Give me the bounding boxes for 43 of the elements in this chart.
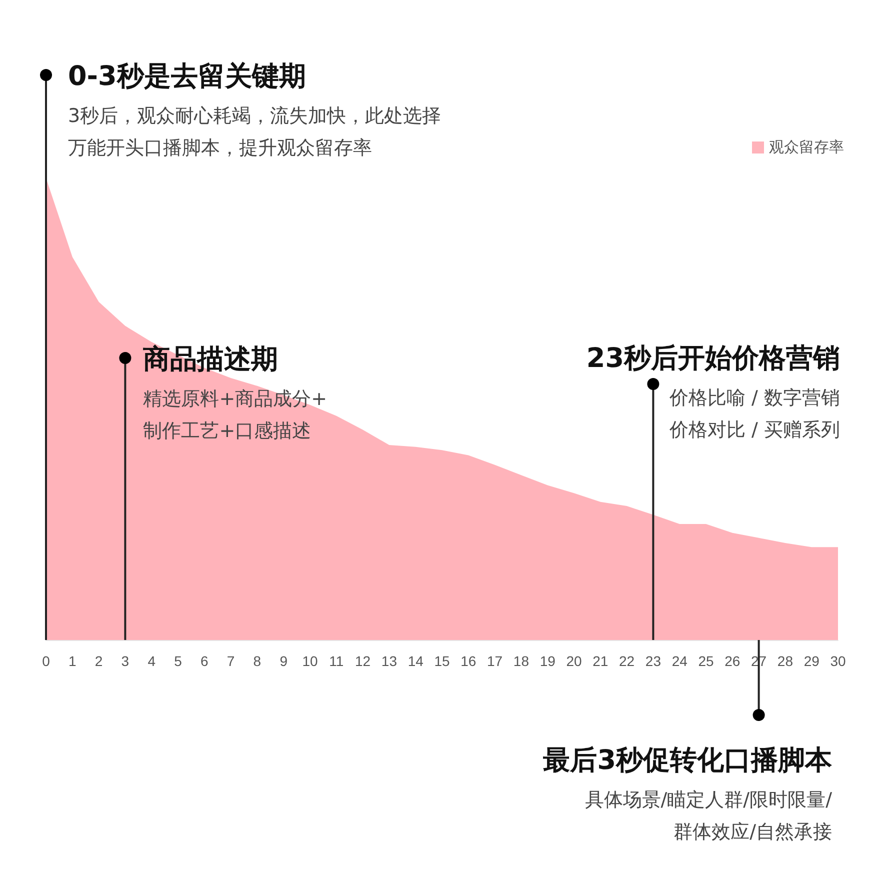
x-tick-label: 11: [329, 653, 344, 669]
x-tick-label: 16: [460, 653, 476, 669]
x-tick-label: 23: [645, 653, 662, 669]
ref-line-label: 商品描述期: [143, 343, 278, 377]
ref-line-label: 0-3秒是去留关键期: [68, 60, 306, 94]
annotation: 制作工艺+口感描述: [143, 419, 312, 444]
x-tick-label: 1: [68, 653, 76, 669]
x-tick-label: 17: [487, 653, 503, 669]
x-tick-label: 4: [148, 653, 156, 669]
x-tick-label: 19: [540, 653, 556, 669]
annotation: 价格比喻 / 数字营销: [670, 386, 840, 411]
legend-label: 观众留存率: [769, 139, 844, 156]
x-tick-label: 13: [381, 653, 398, 669]
x-tick-label: 3: [121, 653, 130, 669]
text: 具体场景/瞄定人群/限时限量/: [584, 788, 832, 813]
x-tick-label: 20: [566, 653, 582, 669]
x-tick-label: 7: [226, 653, 235, 669]
x-tick-label: 22: [619, 653, 635, 669]
x-tick-label: 10: [302, 653, 318, 669]
x-tick-label: 0: [42, 653, 50, 669]
text: 万能开头口播脚本，提升观众留存率: [68, 136, 372, 161]
x-tick-label: 9: [280, 653, 288, 669]
annotation: 精选原料+商品成分+: [143, 387, 328, 412]
x-tick-label: 12: [355, 653, 371, 669]
x-tick-label: 14: [408, 653, 424, 669]
x-tick-label: 26: [724, 653, 740, 669]
x-tick-label: 28: [777, 653, 794, 669]
x-tick-label: 2: [94, 653, 103, 669]
text: 3秒后，观众耐心耗竭，流失加快，此处选择: [68, 104, 442, 129]
x-tick-label: 15: [434, 653, 450, 669]
x-tick-label: 29: [804, 653, 820, 669]
annotation: 价格对比 / 买赠系列: [670, 418, 840, 443]
ref-line-label: 23秒后开始价格营销: [586, 342, 840, 376]
x-tick-label: 21: [592, 653, 608, 669]
x-tick-label: 6: [200, 653, 208, 669]
x-tick-label: 25: [698, 653, 714, 669]
text: 群体效应/自然承接: [674, 820, 832, 845]
x-tick-label: 18: [513, 653, 530, 669]
ref-line-label: 最后3秒促转化口播脚本: [543, 744, 832, 778]
x-tick-label: 24: [672, 653, 688, 669]
x-tick-label: 5: [174, 653, 182, 669]
x-tick-label: 8: [253, 653, 262, 669]
x-tick-label: 30: [830, 653, 846, 669]
